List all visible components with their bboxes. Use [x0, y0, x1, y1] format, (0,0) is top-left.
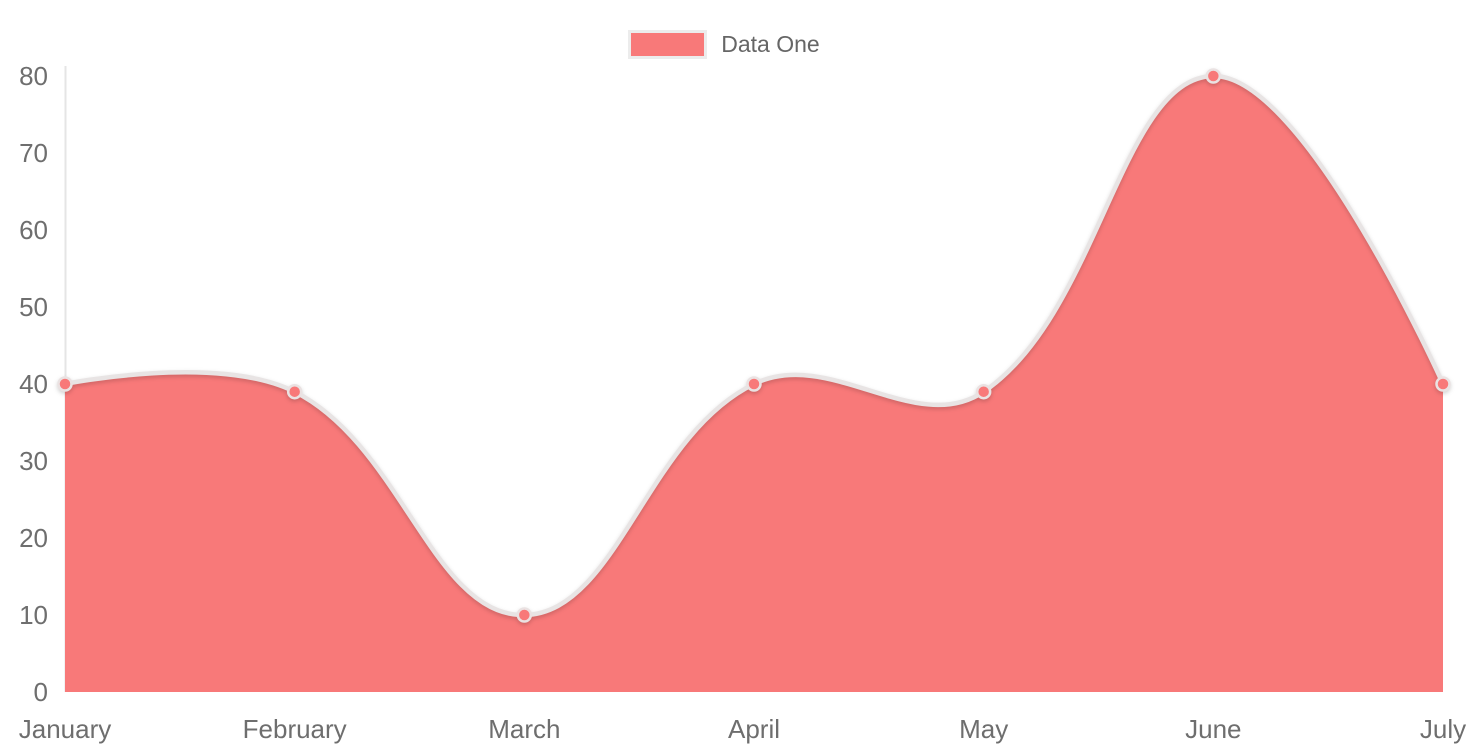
x-axis-label: May [959, 714, 1008, 744]
data-point-january[interactable] [57, 376, 73, 392]
x-axis-label: March [488, 714, 560, 744]
x-axis-label: June [1185, 714, 1241, 744]
data-point-april[interactable] [746, 376, 762, 392]
legend-swatch [628, 30, 708, 59]
y-tick-label: 70 [19, 138, 48, 168]
y-tick-label: 30 [19, 446, 48, 476]
data-point-march[interactable] [516, 607, 533, 623]
data-point-june[interactable] [1205, 68, 1222, 84]
data-point-february[interactable] [286, 383, 303, 400]
legend-label: Data One [721, 31, 820, 57]
x-axis-label: July [1420, 714, 1466, 744]
y-tick-label: 60 [19, 215, 48, 245]
data-point-may[interactable] [975, 383, 992, 400]
y-tick-label: 80 [19, 61, 48, 91]
y-tick-label: 50 [19, 292, 48, 322]
area-fill [65, 75, 1443, 693]
x-axis-label: January [19, 714, 112, 744]
x-axis-label: April [728, 714, 780, 744]
y-tick-label: 20 [19, 523, 48, 553]
data-series-line-group [57, 68, 1451, 623]
chart-legend[interactable]: Data One [0, 30, 1466, 59]
y-tick-label: 0 [34, 677, 48, 707]
x-axis-label: February [243, 714, 347, 744]
y-tick-label: 10 [19, 600, 48, 630]
y-tick-label: 40 [19, 369, 48, 399]
data-point-july[interactable] [1435, 376, 1451, 392]
